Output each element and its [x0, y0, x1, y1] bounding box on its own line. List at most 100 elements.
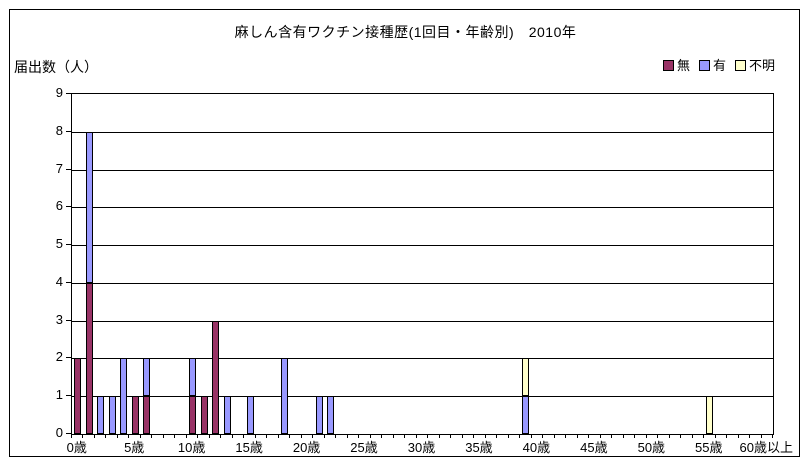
bar-有-cat13 — [223, 396, 231, 434]
gridline-y3 — [72, 320, 773, 322]
legend-item-unknown: 不明 — [735, 59, 775, 72]
x-tick-15 — [243, 434, 245, 438]
gridline-y2 — [72, 358, 773, 360]
gridline-y6 — [72, 207, 773, 209]
y-axis-label-1: 1 — [55, 387, 63, 403]
gridline-y8 — [72, 131, 773, 133]
legend-label-yes: 有 — [713, 58, 727, 73]
y-axis-title: 届出数（人） — [14, 59, 98, 75]
x-tick-20 — [300, 434, 302, 438]
x-tick-1 — [82, 434, 84, 438]
x-axis-label-50歳: 50歳 — [637, 440, 666, 455]
x-tick-24 — [346, 434, 348, 438]
x-tick-36 — [484, 434, 486, 438]
legend-swatch-none — [663, 60, 674, 71]
x-tick-53 — [680, 434, 682, 438]
gridline-y4 — [72, 282, 773, 284]
x-axis-label-5歳: 5歳 — [124, 440, 145, 455]
x-tick-37 — [496, 434, 498, 438]
legend-label-none: 無 — [677, 58, 691, 73]
x-tick-30 — [415, 434, 417, 438]
x-axis-label-60歳以上: 60歳以上 — [739, 440, 793, 455]
y-axis-label-4: 4 — [55, 273, 63, 289]
x-tick-39 — [519, 434, 521, 438]
y-axis-label-7: 7 — [55, 160, 63, 176]
bar-有-cat21 — [315, 396, 323, 434]
legend-item-none: 無 — [663, 59, 690, 72]
bar-無-cat0 — [74, 358, 82, 434]
x-tick-55 — [703, 434, 705, 438]
x-tick-38 — [507, 434, 509, 438]
x-tick-25 — [358, 434, 360, 438]
x-tick-26 — [369, 434, 371, 438]
x-tick-11 — [197, 434, 199, 438]
bar-有-cat1 — [85, 131, 93, 283]
x-axis-label-55歳: 55歳 — [695, 440, 723, 455]
x-tick-8 — [162, 434, 164, 438]
x-tick-3 — [105, 434, 107, 438]
bar-有-cat4 — [120, 358, 128, 434]
legend-item-yes: 有 — [699, 59, 726, 72]
x-tick-17 — [266, 434, 268, 438]
x-tick-47 — [611, 434, 613, 438]
x-axis-label-0歳: 0歳 — [66, 440, 87, 455]
x-tick-40 — [530, 434, 532, 438]
y-tick-9 — [66, 93, 71, 94]
x-tick-58 — [737, 434, 739, 438]
bar-有-cat10 — [189, 358, 197, 397]
x-tick-44 — [576, 434, 578, 438]
bar-不明-cat39 — [522, 358, 530, 397]
bar-無-cat12 — [212, 320, 220, 434]
bar-無-cat5 — [131, 396, 139, 434]
bar-有-cat22 — [327, 396, 335, 434]
x-axis-label-30歳: 30歳 — [407, 440, 436, 455]
plot-area — [71, 93, 774, 435]
gridline-y1 — [72, 396, 773, 398]
x-tick-51 — [657, 434, 659, 438]
x-tick-46 — [599, 434, 601, 438]
x-tick-19 — [289, 434, 291, 438]
x-tick-32 — [438, 434, 440, 438]
y-axis-label-3: 3 — [55, 311, 63, 327]
x-tick-43 — [565, 434, 567, 438]
x-tick-2 — [93, 434, 95, 438]
y-tick-0 — [66, 433, 71, 434]
x-tick-45 — [588, 434, 590, 438]
y-tick-8 — [66, 130, 71, 132]
bar-無-cat6 — [143, 396, 151, 434]
x-tick-12 — [208, 434, 210, 438]
y-tick-4 — [66, 281, 71, 283]
x-tick-27 — [381, 434, 383, 438]
x-tick-54 — [691, 434, 693, 438]
x-tick-9 — [174, 434, 176, 438]
x-tick-0 — [71, 434, 72, 438]
legend-swatch-unknown — [735, 60, 747, 71]
y-axis-label-9: 9 — [55, 85, 63, 100]
y-tick-6 — [66, 206, 71, 208]
x-tick-52 — [668, 434, 670, 438]
x-tick-6 — [139, 434, 141, 438]
x-tick-14 — [231, 434, 233, 438]
x-tick-28 — [392, 434, 394, 438]
y-tick-2 — [66, 357, 71, 359]
bar-有-cat2 — [97, 396, 105, 434]
x-tick-60 — [760, 434, 762, 438]
gridline-y7 — [72, 169, 773, 171]
x-tick-18 — [277, 434, 279, 438]
x-tick-23 — [335, 434, 337, 438]
x-tick-21 — [312, 434, 314, 438]
bar-無-cat1 — [85, 282, 93, 434]
bar-有-cat3 — [108, 396, 116, 434]
x-tick-56 — [714, 434, 716, 438]
x-tick-16 — [254, 434, 256, 438]
x-tick-7 — [151, 434, 153, 438]
legend-swatch-yes — [699, 60, 711, 71]
x-tick-33 — [450, 434, 452, 438]
x-tick-42 — [553, 434, 555, 438]
x-tick-29 — [404, 434, 406, 438]
legend-label-unknown: 不明 — [749, 58, 776, 73]
x-tick-13 — [220, 434, 222, 438]
x-tick-5 — [128, 434, 130, 438]
y-tick-7 — [66, 168, 71, 170]
